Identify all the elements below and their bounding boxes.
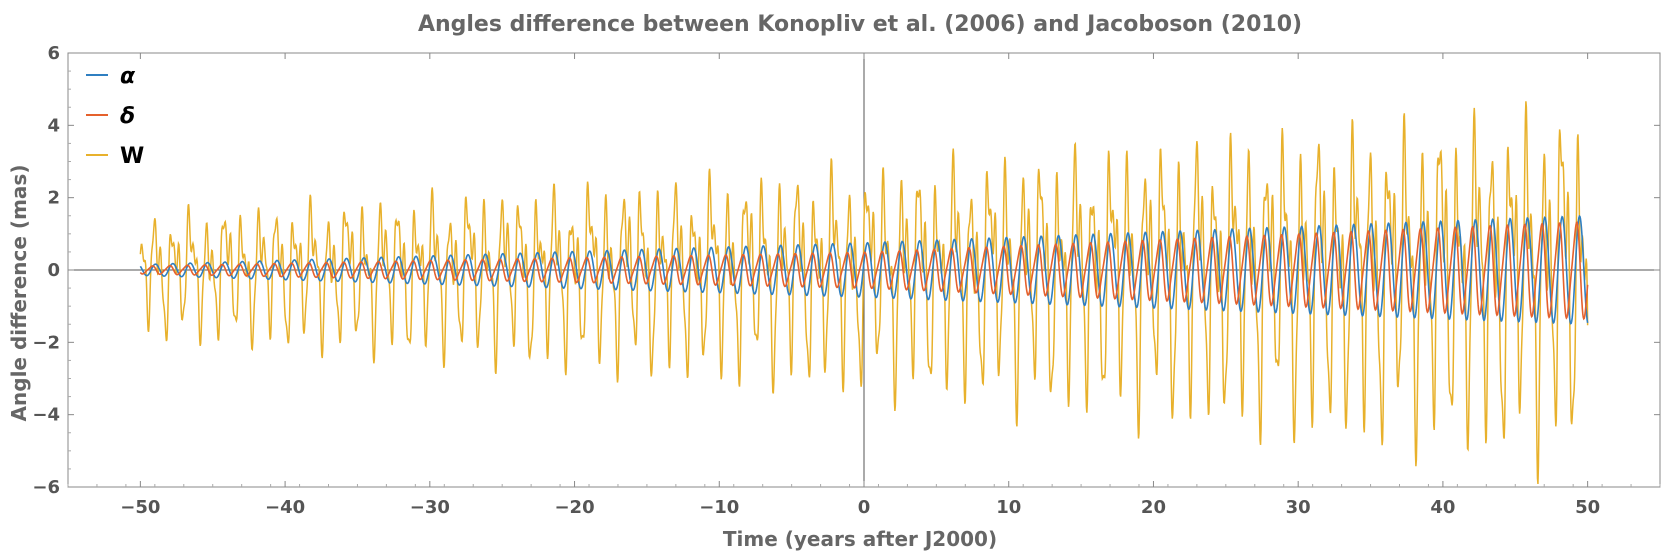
- x-axis-label: Time (years after J2000): [723, 527, 997, 551]
- x-tick-label: 30: [1286, 497, 1311, 518]
- legend-label-delta: δ: [120, 104, 135, 129]
- series-line-alpha: [139, 214, 1589, 325]
- series-line-delta: [139, 221, 1589, 321]
- x-tick-label: 20: [1141, 497, 1166, 518]
- series-line-w: [139, 101, 1589, 484]
- x-tick-label: 0: [858, 497, 871, 518]
- x-tick-label: −50: [120, 497, 160, 518]
- y-tick-label: −2: [32, 332, 60, 353]
- x-tick-label: −10: [699, 497, 739, 518]
- y-tick-label: −4: [32, 405, 60, 426]
- x-tick-label: 40: [1430, 497, 1455, 518]
- x-tick-label: −40: [265, 497, 305, 518]
- x-tick-label: 10: [996, 497, 1021, 518]
- legend-label-alpha: α: [120, 64, 136, 89]
- x-tick-label: 50: [1575, 497, 1600, 518]
- y-tick-label: 2: [47, 188, 60, 209]
- y-axis-ticks: −6 −4 −2 0 2 4 6: [32, 43, 1660, 498]
- y-tick-label: 6: [47, 43, 60, 64]
- series-layer: [139, 101, 1589, 484]
- y-tick-label: −6: [32, 477, 60, 498]
- y-axis-label: Angle difference (mas): [7, 165, 31, 422]
- chart-title: Angles difference between Konopliv et al…: [418, 12, 1302, 37]
- x-axis-ticks: −50 −40 −30 −20 −10 0 10 20 30 40 50: [67, 53, 1661, 518]
- x-tick-label: −30: [410, 497, 450, 518]
- y-tick-label: 4: [47, 115, 60, 136]
- legend: αδW: [86, 64, 144, 169]
- y-tick-label: 0: [47, 260, 60, 281]
- legend-label-w: W: [120, 144, 144, 169]
- x-tick-label: −20: [554, 497, 594, 518]
